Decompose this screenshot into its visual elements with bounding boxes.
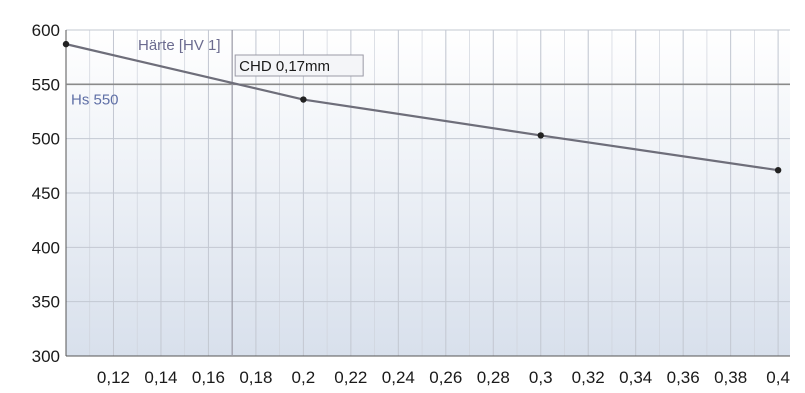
y-tick-label: 450 <box>32 184 60 203</box>
x-tick-label: 0,16 <box>192 368 225 387</box>
x-tick-label: 0,3 <box>529 368 553 387</box>
x-tick-label: 0,32 <box>572 368 605 387</box>
x-tick-label: 0,34 <box>619 368 652 387</box>
x-tick-label: 0,12 <box>97 368 130 387</box>
y-tick-label: 500 <box>32 130 60 149</box>
x-tick-label: 0,22 <box>334 368 367 387</box>
series-label: Härte [HV 1] <box>138 37 221 54</box>
y-tick-label: 400 <box>32 238 60 257</box>
hardness-data-point <box>774 166 782 174</box>
x-tick-label: 0,14 <box>144 368 177 387</box>
hardness-data-point <box>537 132 544 139</box>
x-tick-label: 0,2 <box>292 368 316 387</box>
chd-label-box <box>234 54 364 77</box>
x-tick-label: 0,26 <box>429 368 462 387</box>
y-tick-label: 300 <box>32 347 60 366</box>
x-tick-label: 0,4 <box>766 368 790 387</box>
chd-label: CHD 0,17mm <box>239 58 330 75</box>
y-tick-label: 350 <box>32 293 60 312</box>
x-tick-label: 0,28 <box>477 368 510 387</box>
x-tick-label: 0,36 <box>667 368 700 387</box>
y-tick-label: 550 <box>32 75 60 94</box>
hardness-data-point <box>62 40 70 48</box>
hardness-series-line <box>65 43 779 172</box>
hardness-data-point <box>300 96 307 103</box>
x-tick-label: 0,24 <box>382 368 415 387</box>
y-tick-label: 600 <box>32 21 60 40</box>
hs-reference-label: Hs 550 <box>71 91 119 108</box>
x-tick-label: 0,38 <box>714 368 747 387</box>
x-tick-label: 0,18 <box>239 368 272 387</box>
